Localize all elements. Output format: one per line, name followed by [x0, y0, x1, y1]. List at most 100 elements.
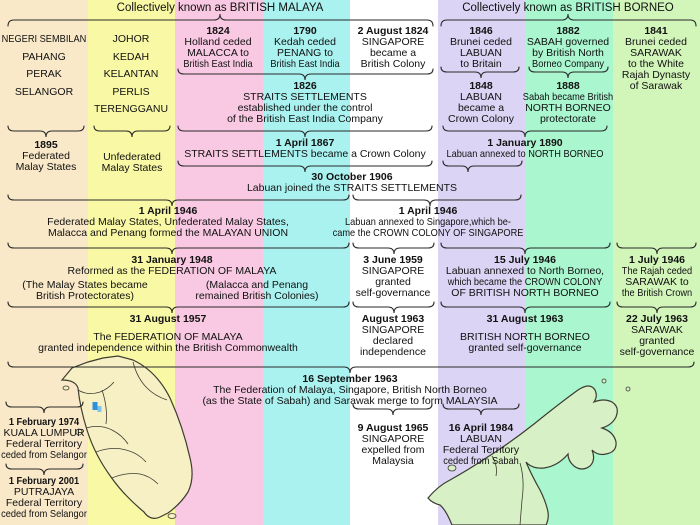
event-line: SARAWAK	[631, 324, 683, 336]
event-line: SARAWAK to	[625, 276, 689, 288]
event-line: SARAWAK	[630, 47, 682, 59]
event-line: 1 February 1974	[8, 416, 80, 428]
event-line: Federal Territory	[442, 444, 520, 456]
event-line: 1824	[206, 25, 230, 37]
brace	[616, 301, 697, 314]
event-line: Malaysia	[372, 455, 414, 467]
brace	[440, 301, 611, 314]
event-line: 1 April 1946	[138, 205, 198, 217]
event-line: The FEDERATION OF MALAYA	[93, 331, 243, 343]
brace	[7, 13, 434, 27]
brace	[440, 13, 697, 27]
event-line: of Sarawak	[629, 80, 683, 92]
event-line: of the British East India Company	[227, 113, 383, 125]
event-line: LABUAN	[459, 433, 502, 445]
event-line: 9 August 1965	[357, 422, 429, 434]
event-line: 1846	[469, 25, 493, 37]
event-line: (as the State of Sabah) and Sarawak merg…	[202, 395, 498, 407]
event-1906-labuan-joined: 30 October 1906 Labuan joined the STRAITS…	[237, 172, 467, 194]
event-line: 16 September 1963	[302, 373, 398, 385]
note-1948-protectorates: (The Malay States became British Protecto…	[9, 280, 161, 302]
event-1946-british-north-borneo: 15 July 1946 Labuan annexed to North Born…	[435, 255, 615, 299]
event-1888-north-borneo: 1888 Sabah became British NORTH BORNEO prot…	[514, 81, 622, 125]
event-line: LABUAN	[459, 47, 502, 59]
header-british-borneo: Collectively known as BRITISH BORNEO	[462, 2, 674, 14]
event-line: JOHOR	[112, 33, 150, 46]
event-1841-sarawak: 1841 Brunei ceded SARAWAK to the White Rajah…	[612, 26, 700, 92]
event-line: ceded from Sabah	[443, 455, 519, 467]
event-line: granted independence within the British …	[38, 342, 298, 354]
brace	[7, 194, 350, 207]
event-line: Federal Territory	[5, 438, 83, 450]
event-line: Labuan annexed to NORTH BORNEO	[446, 148, 604, 160]
event-1963-north-borneo: 31 August 1963 BRITISH NORTH BORNEO grante…	[437, 314, 613, 354]
event-line: Labuan annexed to North Borneo,	[445, 265, 605, 277]
event-line: remained British Colonies)	[195, 290, 319, 302]
label-unfederated: Unfederated Malay States	[89, 152, 175, 174]
event-1867-crown-colony: 1 April 1867 STRAITS SETTLEMENTS became a…	[175, 138, 435, 160]
event-line: declared	[372, 335, 414, 347]
note-1948-colonies: (Malacca and Penang remained British Colo…	[177, 280, 337, 302]
event-line: 1 July 1946	[628, 254, 686, 266]
event-1848-labuan: 1848 LABUAN became a Crown Colony	[437, 81, 525, 125]
event-line: (Malacca and Penang	[205, 279, 309, 291]
column-labuan	[437, 0, 525, 525]
event-line: PERLIS	[112, 85, 150, 98]
header-british-malaya: Collectively known as BRITISH MALAYA	[116, 2, 324, 14]
event-1882-sabah: 1882 SABAH governed by British North Borneo…	[523, 26, 613, 70]
event-line: SELANGOR	[14, 85, 74, 98]
event-line: 31 August 1963	[486, 313, 564, 325]
event-line: 1 April 1946	[398, 205, 458, 217]
brace	[5, 401, 84, 414]
brace	[442, 125, 608, 138]
event-1959-singapore: 3 June 1959 SINGAPORE granted self-governan…	[347, 255, 439, 299]
event-1824-malacca: 1824 Holland ceded MALACCA to British East …	[174, 26, 262, 70]
brace	[177, 125, 433, 138]
brace	[440, 66, 520, 79]
brace	[177, 160, 433, 173]
column-sarawak	[612, 0, 700, 525]
column-singapore	[350, 0, 438, 525]
event-line: The Federation of Malaya, Singapore, Bri…	[213, 384, 487, 396]
event-line: became a	[457, 102, 505, 114]
event-1895-federated: 1895 Federated Malay States	[3, 140, 89, 173]
event-1946-malayan-union: 1 April 1946 Federated Malay States, Unfe…	[22, 206, 314, 239]
event-line: 1888	[556, 80, 580, 92]
event-line: August 1963	[361, 313, 425, 325]
kuala-lumpur-marker	[92, 402, 102, 412]
event-line: SINGAPORE	[361, 433, 425, 445]
event-line: ceded from Selangor	[1, 449, 87, 461]
event-line: Federal Territory	[5, 497, 83, 509]
brace	[7, 361, 695, 374]
event-1826-straits-settlements: 1826 STRAITS SETTLEMENTS established under…	[210, 81, 400, 125]
event-line: came the CROWN COLONY OF SINGAPORE	[332, 227, 524, 239]
event-line: 31 August 1957	[129, 313, 207, 325]
event-line: NORTH BORNEO	[525, 102, 611, 114]
event-line: 1848	[469, 80, 493, 92]
event-line: Malacca and Penang formed the MALAYAN UN…	[47, 227, 289, 239]
event-line: 2 August 1824	[357, 25, 429, 37]
event-line: self-governance	[619, 346, 695, 358]
brace	[352, 242, 435, 255]
event-line: SINGAPORE	[361, 324, 425, 336]
brace	[352, 403, 433, 416]
event-1965-singapore-expelled: 9 August 1965 SINGAPORE expelled from Malay…	[347, 423, 439, 467]
event-1963-singapore-independence: August 1963 SINGAPORE declared independence	[347, 314, 439, 358]
event-line: Reformed as the FEDERATION OF MALAYA	[67, 265, 277, 277]
state-borders	[77, 361, 168, 485]
event-line: protectorate	[539, 113, 597, 125]
event-line: Malay States	[15, 161, 77, 173]
event-line: 16 April 1984	[448, 422, 514, 434]
event-line: 1 January 1890	[487, 137, 563, 149]
event-1974-kuala-lumpur: 1 February 1974 KUALA LUMPUR Federal Terri…	[0, 417, 91, 461]
event-line: Sabah became British	[522, 91, 614, 103]
event-1963-malaysia: 16 September 1963 The Federation of Malay…	[183, 374, 517, 407]
event-2001-putrajaya: 1 February 2001 PUTRAJAYA Federal Territor…	[0, 476, 91, 520]
event-line: to Britain	[460, 58, 502, 70]
event-line: SINGAPORE	[361, 36, 425, 48]
event-1890-labuan-annexed: 1 January 1890 Labuan annexed to NORTH BO…	[437, 138, 613, 160]
event-line: Brunei ceded	[625, 36, 687, 48]
brace	[7, 242, 350, 255]
event-line: SINGAPORE	[361, 265, 425, 277]
